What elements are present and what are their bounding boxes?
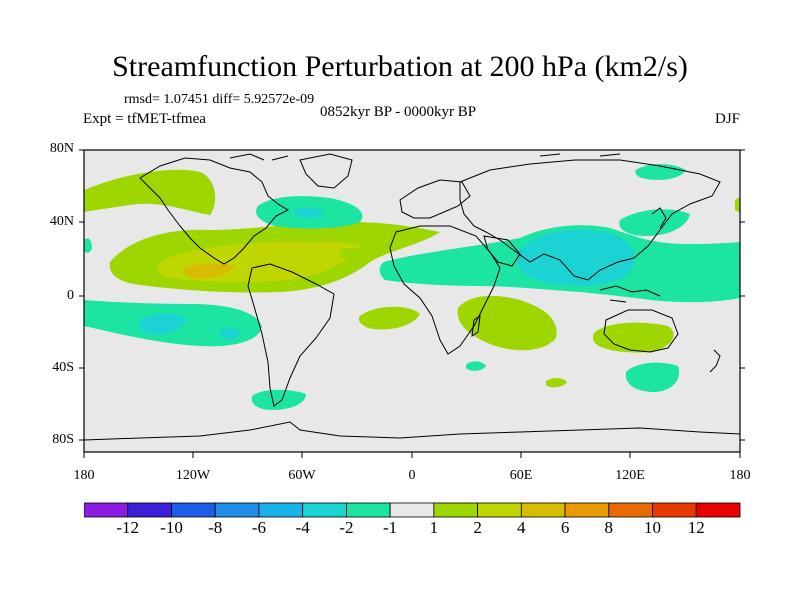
colorbar-swatch [84, 502, 129, 518]
lat-label-80n: 80N [49, 141, 74, 156]
colorbar-label: -12 [116, 518, 140, 537]
period-label: 0852kyr BP - 0000kyr BP [320, 104, 477, 120]
lat-label-40n: 40N [49, 214, 74, 229]
contour-neg1-asia-top [619, 209, 690, 236]
coastlines [84, 153, 740, 441]
experiment-label: Expt = tfMET-tfmea [83, 111, 206, 127]
colorbar-label: 12 [687, 518, 705, 537]
colorbar-swatch [433, 502, 478, 518]
coast-madagascar [471, 314, 481, 338]
colorbar-swatch [345, 502, 391, 518]
contour-neg1-arctic [635, 164, 686, 180]
contour-neg1-south-australia [625, 362, 680, 392]
axis-ticks [79, 149, 745, 458]
coast-africa [389, 225, 501, 355]
contour-neg2-asia [516, 229, 635, 286]
colorbar-swatch [389, 502, 435, 518]
contour-neg2-south-pacific [138, 313, 186, 335]
contour-pos4-tropical [183, 263, 235, 279]
colorbar-label: -10 [160, 518, 183, 537]
contour-neg1-pacific-west-edge [84, 238, 92, 253]
contour-pos1-north-atlantic [340, 247, 366, 259]
coast-antarctica [84, 421, 740, 441]
chart-title: Streamfunction Perturbation at 200 hPa (… [112, 50, 688, 83]
coast-asia [459, 159, 721, 281]
colorbar-label: -1 [383, 518, 398, 537]
coast-arabia [483, 235, 521, 267]
colorbar-label: 6 [560, 518, 570, 537]
colorbar-label: -8 [208, 518, 223, 537]
stats-text: rmsd= 1.07451 diff= 5.92572e-09 [124, 92, 315, 107]
lon-label-120w: 120W [175, 468, 211, 483]
colorbar-label: -6 [251, 518, 266, 537]
colorbar-swatch [652, 502, 697, 518]
colorbar-swatch [520, 502, 566, 518]
colorbar-label: -2 [339, 518, 354, 537]
colorbar-swatch [127, 502, 172, 518]
coast-europe [399, 179, 471, 219]
contour-neg1-south-america [251, 389, 306, 410]
lat-label-0: 0 [67, 288, 74, 303]
coast-south-america [247, 263, 335, 407]
contour-pos1-pacific-east [735, 197, 740, 212]
colorbar-swatch [564, 502, 610, 518]
colorbar-label: 10 [644, 518, 661, 537]
contour-neg1-madagascar [466, 361, 486, 371]
colorbar-swatch [477, 502, 522, 518]
colorbar-label: 8 [604, 518, 614, 537]
season-label: DJF [714, 111, 740, 127]
lon-label-60w: 60W [288, 468, 316, 483]
lat-label-80s: 80S [52, 432, 74, 447]
contour-pos1-australia [592, 322, 674, 353]
colorbar-swatch [214, 502, 260, 518]
lat-label-40s: 40S [52, 360, 74, 375]
contour-neg2-north-atlantic [295, 207, 324, 218]
colorbar-swatch [171, 502, 216, 518]
colorbar-swatch [695, 502, 741, 518]
lon-label-120e: 120E [615, 468, 645, 483]
contour-pos1-south-atlantic [546, 378, 567, 388]
colorbar-label: -4 [295, 518, 310, 537]
colorbar-label: 1 [429, 518, 439, 537]
colorbar-swatch [258, 502, 304, 518]
coast-greenland [299, 153, 353, 189]
contour-pos1-north-pacific [84, 169, 216, 215]
coast-japan [651, 207, 667, 229]
lon-label-0: 0 [408, 468, 416, 483]
colorbar-label: 2 [473, 518, 482, 537]
colorbar [84, 502, 741, 518]
coast-australia [603, 309, 679, 353]
coast-new-zealand [709, 349, 721, 373]
colorbar-label: 4 [517, 518, 526, 537]
colorbar-swatch [302, 502, 347, 518]
lon-label-60e: 60E [509, 468, 533, 483]
coast-indonesia [599, 285, 661, 303]
contour-pos1-africa [358, 306, 420, 330]
contour-neg2-south-pacific-small [220, 327, 240, 339]
coast-arctic-islands [229, 153, 621, 161]
colorbar-swatch [608, 502, 653, 518]
lon-label-180e: 180 [729, 468, 751, 483]
coast-north-america [139, 157, 290, 265]
lon-label-180w: 180 [73, 468, 95, 483]
